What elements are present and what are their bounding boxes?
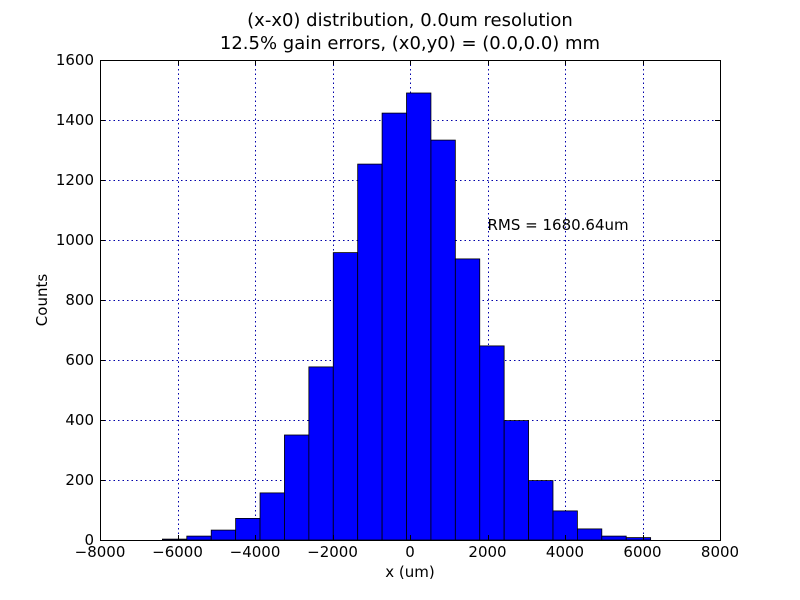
histogram-bar (406, 92, 432, 541)
histogram-bars (161, 92, 652, 541)
histogram-bar (625, 537, 652, 541)
histogram-bar (186, 535, 212, 541)
x-axis-label: x (um) (385, 563, 434, 581)
x-tick-label: −8000 (75, 543, 126, 561)
histogram-bar (259, 492, 285, 541)
rms-annotation: RMS = 1680.64um (488, 216, 629, 234)
x-tick-label: −2000 (307, 543, 358, 561)
histogram-bar (210, 529, 237, 541)
y-tick-label: 200 (65, 471, 94, 489)
x-tick-label: 0 (405, 543, 415, 561)
histogram-bar (332, 252, 359, 541)
histogram-bar (528, 480, 554, 541)
y-tick-label: 400 (65, 411, 94, 429)
histogram-bar (357, 163, 383, 541)
y-tick-label: 1600 (56, 51, 94, 69)
y-tick-label: 1000 (56, 231, 94, 249)
chart-title-line-1: (x-x0) distribution, 0.0um resolution (247, 10, 573, 31)
histogram-bar (235, 518, 261, 541)
histogram-bar (381, 112, 407, 541)
histogram-bar (161, 538, 188, 541)
axis-ticks: −8000 −6000 −4000 −2000 0 2000 4000 6000 8000 0 20… (56, 51, 739, 561)
y-tick-label: 0 (84, 531, 94, 549)
histogram-bar (454, 258, 481, 541)
histogram-bar (601, 535, 627, 541)
y-tick-label: 800 (65, 291, 94, 309)
chart-title-line-2: 12.5% gain errors, (x0,y0) = (0.0,0.0) m… (220, 33, 600, 54)
histogram-bar (577, 528, 603, 541)
histogram-bar (284, 434, 310, 541)
histogram-bar (503, 420, 529, 541)
histogram-bar (308, 366, 334, 541)
x-tick-label: 6000 (623, 543, 661, 561)
y-tick-label: 1400 (56, 111, 94, 129)
x-tick-label: 2000 (468, 543, 506, 561)
x-tick-label: −6000 (152, 543, 203, 561)
x-tick-label: −4000 (230, 543, 281, 561)
y-axis-label: Counts (33, 274, 51, 327)
y-tick-label: 600 (65, 351, 94, 369)
histogram-bar (430, 139, 456, 541)
x-tick-label: 8000 (701, 543, 739, 561)
y-tick-label: 1200 (56, 171, 94, 189)
x-tick-label: 4000 (546, 543, 584, 561)
histogram-bar (479, 345, 505, 541)
